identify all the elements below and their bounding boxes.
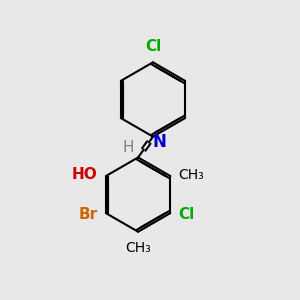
Text: Cl: Cl [178, 207, 195, 222]
Text: H: H [123, 140, 134, 154]
Text: CH₃: CH₃ [178, 167, 204, 182]
Text: Cl: Cl [145, 39, 161, 54]
Text: Br: Br [79, 207, 98, 222]
Text: HO: HO [72, 167, 98, 182]
Text: CH₃: CH₃ [125, 241, 151, 255]
Text: N: N [152, 134, 166, 152]
